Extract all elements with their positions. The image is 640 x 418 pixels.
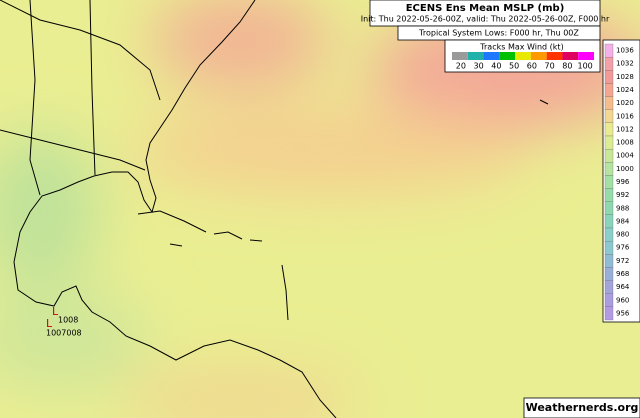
low-symbol: L xyxy=(46,317,53,330)
low-markers: L 1008 L 1007008 xyxy=(46,305,82,338)
colorbar-swatch xyxy=(604,109,614,124)
wind-swatch xyxy=(499,52,516,60)
colorbar-swatch xyxy=(604,43,614,58)
wind-tick-label: 30 xyxy=(474,62,484,71)
title-box xyxy=(369,0,601,27)
colorbar-label: 1036 xyxy=(616,47,634,55)
low-label: 1007008 xyxy=(46,329,82,338)
colorbar-label: 964 xyxy=(616,283,630,291)
wind-swatch xyxy=(467,52,484,60)
title: ECENS Ens Mean MSLP (mb) xyxy=(406,3,565,14)
wind-tick-label: 100 xyxy=(577,62,592,71)
colorbar-label: 988 xyxy=(616,204,629,212)
wind-swatch xyxy=(483,52,500,60)
wind-tick-label: 40 xyxy=(491,62,501,71)
colorbar-swatch xyxy=(604,188,614,202)
watermark-box xyxy=(523,397,640,418)
low-label: 1008 xyxy=(58,316,78,325)
colorbar-swatch xyxy=(604,214,614,229)
colorbar-label: 968 xyxy=(616,270,629,278)
lows-legend: Tropical System Lows: F000 hr, Thu 00Z xyxy=(418,29,579,38)
colorbar-swatch xyxy=(604,70,614,84)
wind-swatch xyxy=(515,52,531,60)
colorbar-label: 1032 xyxy=(616,60,634,68)
colorbar-swatch xyxy=(604,162,614,176)
colorbar-swatch xyxy=(604,135,614,150)
wind-legend-title: Tracks Max Wind (kt) xyxy=(479,43,563,52)
wind-tick-label: 50 xyxy=(509,62,519,71)
colorbar-swatch xyxy=(604,240,614,255)
colorbar-swatch xyxy=(604,254,614,268)
wind-swatch xyxy=(452,52,468,60)
colorbar-swatch xyxy=(604,201,614,216)
colorbar-swatch xyxy=(604,122,614,137)
colorbar-swatch xyxy=(604,56,614,71)
colorbar-label: 1008 xyxy=(616,139,634,147)
wind-swatch xyxy=(562,52,579,60)
low-symbol: L xyxy=(52,305,59,318)
colorbar-label: 960 xyxy=(616,296,629,304)
colorbar-label: 1012 xyxy=(616,125,634,133)
colorbar-label: 980 xyxy=(616,231,629,239)
colorbar-swatch xyxy=(604,148,614,163)
colorbar-label: 1024 xyxy=(616,86,634,94)
colorbar-label: 1016 xyxy=(616,112,634,120)
colorbar-label: 996 xyxy=(616,178,630,186)
wind-swatch xyxy=(530,52,547,60)
colorbar-swatch xyxy=(604,267,614,281)
wind-tick-label: 80 xyxy=(562,62,572,71)
coastlines xyxy=(0,0,549,418)
colorbar-swatch xyxy=(604,280,614,294)
colorbar-swatch xyxy=(604,227,614,242)
colorbar-label: 976 xyxy=(616,244,630,252)
colorbar-label: 992 xyxy=(616,191,629,199)
wind-swatch xyxy=(578,52,594,60)
colorbar-label: 1028 xyxy=(616,73,634,81)
colorbar-label: 956 xyxy=(616,309,630,317)
colorbar-label: 972 xyxy=(616,257,629,265)
wind-tick-label: 60 xyxy=(527,62,537,71)
colorbar-label: 984 xyxy=(616,217,630,225)
wind-tick-label: 20 xyxy=(456,62,466,71)
colorbar-swatch xyxy=(604,175,614,189)
wind-tick-label: 70 xyxy=(545,62,555,71)
colorbar-swatch xyxy=(604,96,614,110)
watermark: Weathernerds.org xyxy=(526,401,639,414)
subtitle: Init: Thu 2022-05-26-00Z, valid: Thu 202… xyxy=(361,15,610,24)
colorbar-label: 1004 xyxy=(616,152,634,160)
wind-swatch xyxy=(546,52,563,60)
colorbar-swatch xyxy=(604,306,614,321)
colorbar-swatch xyxy=(604,83,614,97)
colorbar-label: 1000 xyxy=(616,165,634,173)
colorbar-swatch xyxy=(604,293,614,308)
colorbar-label: 1020 xyxy=(616,99,634,107)
